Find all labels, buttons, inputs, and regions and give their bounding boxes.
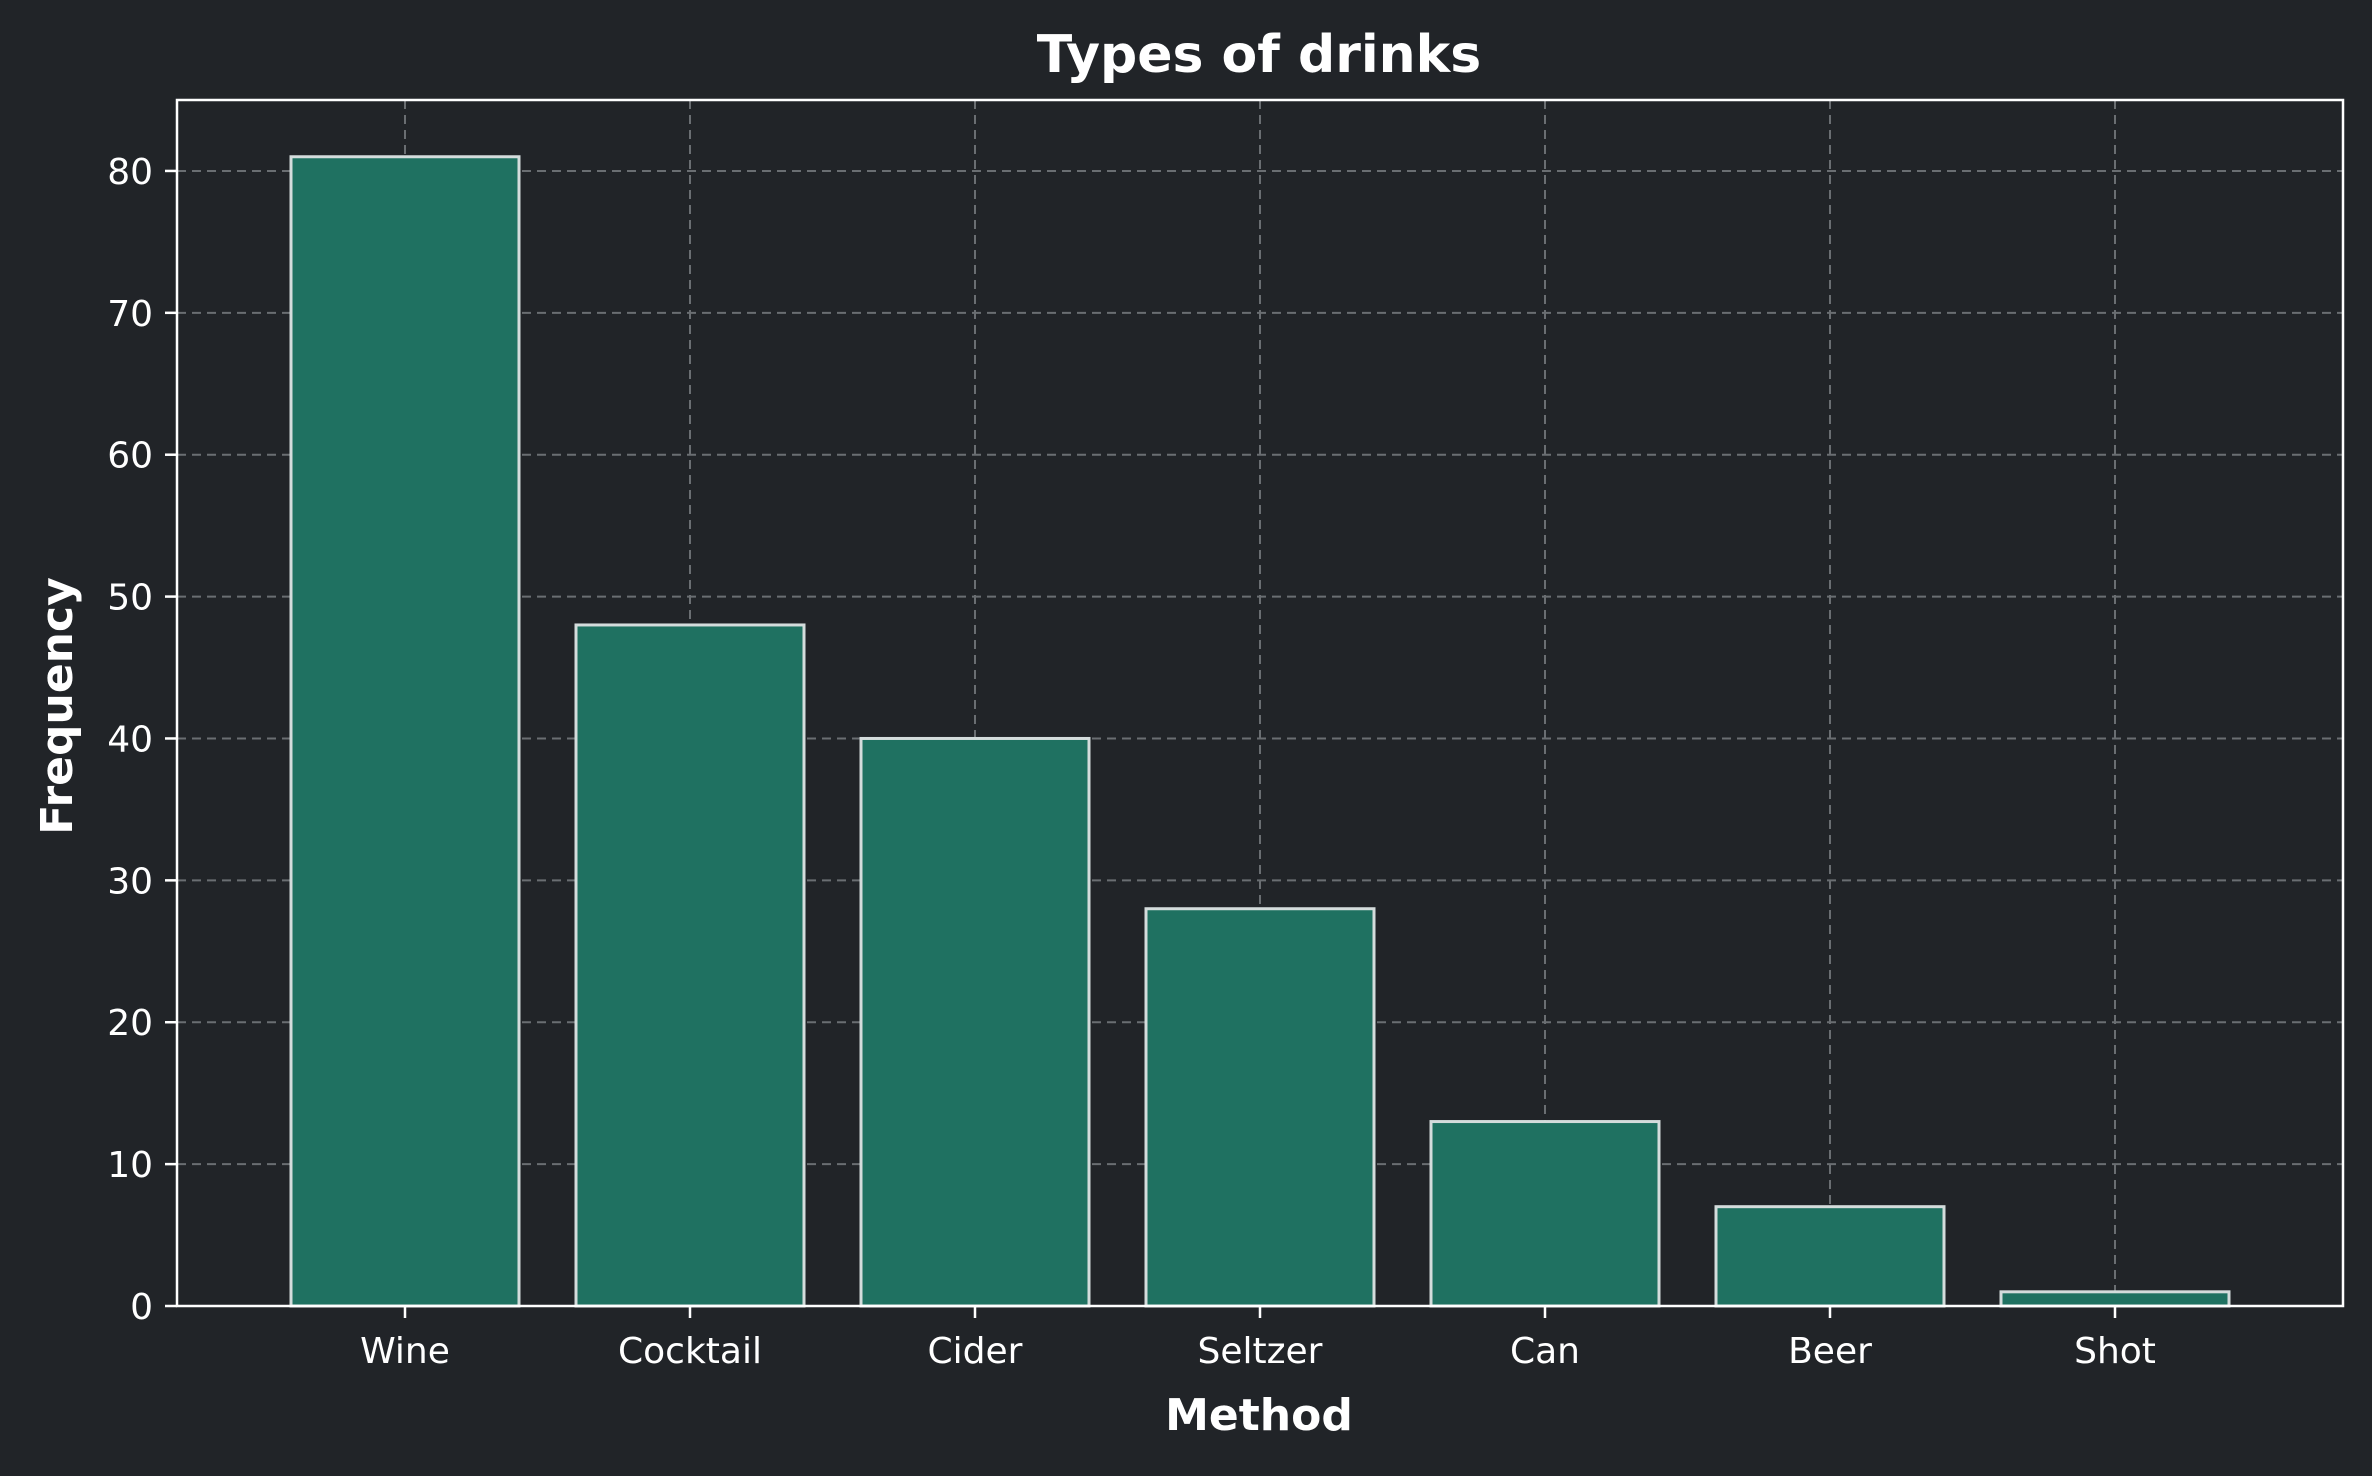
y-tick-label: 10 [107, 1145, 153, 1186]
y-tick-label: 0 [130, 1287, 153, 1328]
bar-beer [1714, 1205, 1946, 1308]
bar-cocktail [574, 623, 806, 1308]
x-axis-ticks: Wine Cocktail Cider Seltzer Can Beer Shot [360, 1306, 2156, 1372]
chart-title: Types of drinks [1037, 25, 1481, 85]
y-axis-label: Frequency [32, 577, 83, 835]
x-tick-label: Can [1510, 1331, 1580, 1372]
x-axis-label: Method [1165, 1390, 1353, 1441]
y-tick-label: 20 [107, 1003, 153, 1044]
x-tick-label: Wine [360, 1331, 450, 1372]
y-tick-label: 70 [107, 294, 153, 335]
bars [289, 155, 2231, 1308]
y-tick-label: 40 [107, 719, 153, 760]
x-tick-label: Cocktail [618, 1331, 762, 1372]
bar-wine [289, 155, 521, 1308]
y-tick-label: 60 [107, 436, 153, 477]
y-tick-label: 50 [107, 578, 153, 619]
bar-cider [859, 736, 1091, 1308]
y-tick-label: 80 [107, 152, 153, 193]
bar-seltzer [1144, 907, 1376, 1308]
x-tick-label: Shot [2074, 1331, 2156, 1372]
bar-can [1429, 1120, 1661, 1308]
x-tick-label: Beer [1788, 1331, 1872, 1372]
bar-shot [1999, 1290, 2231, 1308]
x-tick-label: Seltzer [1198, 1331, 1323, 1372]
x-tick-label: Cider [928, 1331, 1023, 1372]
y-tick-label: 30 [107, 861, 153, 902]
y-axis-ticks: 0 10 20 30 40 50 60 70 80 [107, 152, 177, 1328]
